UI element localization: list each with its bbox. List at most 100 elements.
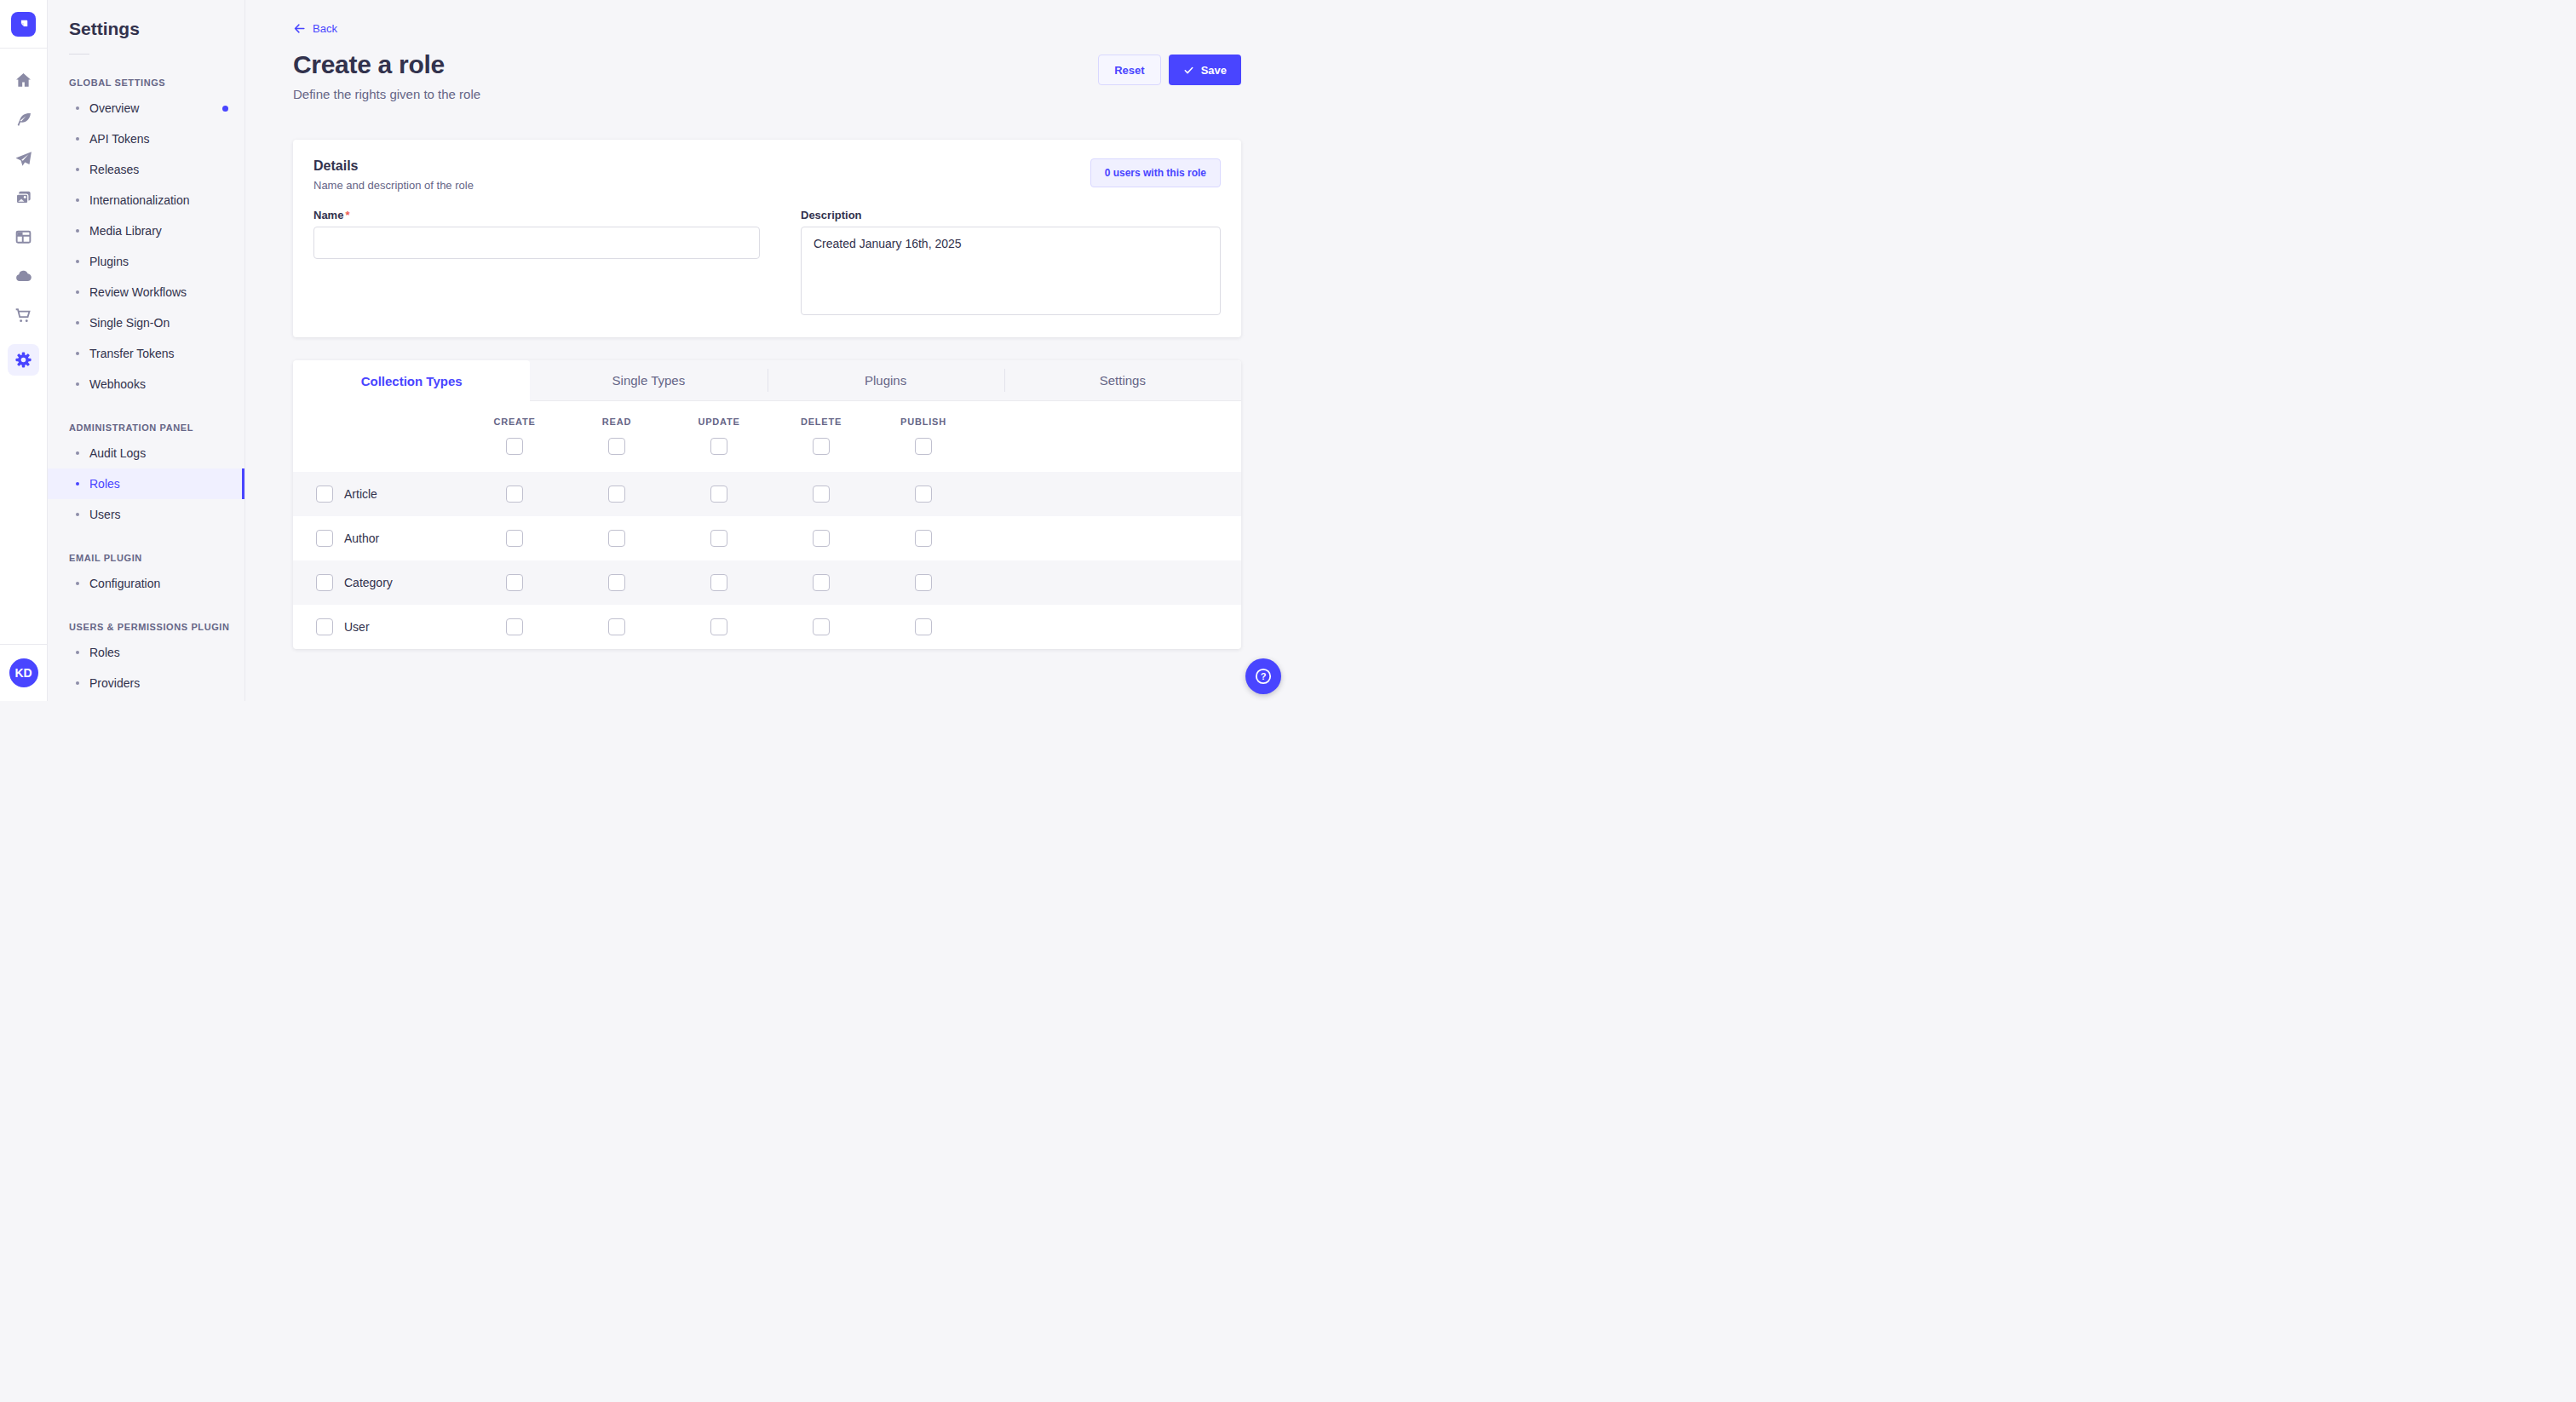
row-select-checkbox[interactable] bbox=[316, 618, 333, 635]
user-create-checkbox[interactable] bbox=[506, 618, 523, 635]
permissions-rows: Article Author Category bbox=[293, 472, 1241, 649]
column-delete: Delete bbox=[770, 417, 872, 427]
sidebar-item-configuration[interactable]: Configuration bbox=[48, 568, 244, 599]
row-select-checkbox[interactable] bbox=[316, 486, 333, 503]
description-label: Description bbox=[801, 209, 1221, 221]
article-update-checkbox[interactable] bbox=[710, 486, 727, 503]
sidebar-item-releases[interactable]: Releases bbox=[48, 154, 244, 185]
header-actions: Reset Save bbox=[1098, 55, 1241, 85]
category-read-checkbox[interactable] bbox=[608, 574, 625, 591]
bullet-icon bbox=[76, 482, 79, 486]
user-publish-checkbox[interactable] bbox=[915, 618, 932, 635]
sidebar-item-api-tokens[interactable]: API Tokens bbox=[48, 124, 244, 154]
row-label: Author bbox=[344, 531, 379, 545]
sidebar-item-overview[interactable]: Overview bbox=[48, 93, 244, 124]
user-update-checkbox[interactable] bbox=[710, 618, 727, 635]
category-publish-checkbox[interactable] bbox=[915, 574, 932, 591]
help-button[interactable]: ? bbox=[1245, 658, 1281, 694]
sidebar-item-audit-logs[interactable]: Audit Logs bbox=[48, 438, 244, 468]
row-label: Category bbox=[344, 576, 393, 589]
row-select-checkbox[interactable] bbox=[316, 574, 333, 591]
sidebar-item-label: Single Sign-On bbox=[89, 316, 170, 330]
article-read-checkbox[interactable] bbox=[608, 486, 625, 503]
select-all-delete-checkbox[interactable] bbox=[813, 438, 830, 455]
author-create-checkbox[interactable] bbox=[506, 530, 523, 547]
tab-collection-types[interactable]: Collection Types bbox=[293, 360, 530, 401]
user-read-checkbox[interactable] bbox=[608, 618, 625, 635]
media-library-icon[interactable] bbox=[13, 187, 34, 209]
tab-settings[interactable]: Settings bbox=[1004, 360, 1241, 400]
reset-button[interactable]: Reset bbox=[1098, 55, 1160, 85]
tab-single-types[interactable]: Single Types bbox=[530, 360, 767, 400]
sidebar-item-label: Media Library bbox=[89, 224, 162, 238]
home-icon[interactable] bbox=[13, 70, 34, 91]
column-read: Read bbox=[566, 417, 668, 427]
sidebar-item-label: Audit Logs bbox=[89, 446, 146, 460]
details-card-head: Details Name and description of the role… bbox=[313, 158, 1221, 192]
sidebar-item-label: Webhooks bbox=[89, 377, 146, 391]
category-create-checkbox[interactable] bbox=[506, 574, 523, 591]
author-delete-checkbox[interactable] bbox=[813, 530, 830, 547]
column-publish: Publish bbox=[872, 417, 975, 427]
bullet-icon bbox=[76, 681, 79, 685]
category-delete-checkbox[interactable] bbox=[813, 574, 830, 591]
column-update: Update bbox=[668, 417, 770, 427]
select-all-update-checkbox[interactable] bbox=[710, 438, 727, 455]
tab-plugins[interactable]: Plugins bbox=[768, 360, 1004, 400]
sidebar-item-internationalization[interactable]: Internationalization bbox=[48, 185, 244, 215]
section-global-settings: GLOBAL SETTINGS bbox=[48, 78, 244, 88]
sidebar-item-roles-up[interactable]: Roles bbox=[48, 637, 244, 668]
layout-icon[interactable] bbox=[13, 227, 34, 248]
sidebar-item-plugins[interactable]: Plugins bbox=[48, 246, 244, 277]
author-update-checkbox[interactable] bbox=[710, 530, 727, 547]
description-textarea[interactable]: Created January 16th, 2025 bbox=[801, 227, 1221, 315]
article-delete-checkbox[interactable] bbox=[813, 486, 830, 503]
article-publish-checkbox[interactable] bbox=[915, 486, 932, 503]
author-publish-checkbox[interactable] bbox=[915, 530, 932, 547]
sidebar-item-review-workflows[interactable]: Review Workflows bbox=[48, 277, 244, 307]
cart-icon[interactable] bbox=[13, 305, 34, 326]
author-read-checkbox[interactable] bbox=[608, 530, 625, 547]
sidebar-item-media-library[interactable]: Media Library bbox=[48, 215, 244, 246]
section-users-permissions-plugin: USERS & PERMISSIONS PLUGIN bbox=[48, 622, 244, 632]
bullet-icon bbox=[76, 198, 79, 202]
icon-rail: KD bbox=[0, 0, 48, 701]
strapi-logo[interactable] bbox=[0, 0, 48, 49]
check-icon bbox=[1183, 65, 1194, 76]
feather-icon[interactable] bbox=[13, 109, 34, 130]
select-all-publish-checkbox[interactable] bbox=[915, 438, 932, 455]
section-email-plugin: EMAIL PLUGIN bbox=[48, 553, 244, 563]
sidebar-item-label: Roles bbox=[89, 477, 120, 491]
save-label: Save bbox=[1201, 64, 1227, 77]
rail-bottom: KD bbox=[0, 644, 48, 701]
bullet-icon bbox=[76, 451, 79, 455]
name-input[interactable] bbox=[313, 227, 760, 259]
user-delete-checkbox[interactable] bbox=[813, 618, 830, 635]
bullet-icon bbox=[76, 260, 79, 263]
page-title: Create a role bbox=[293, 50, 480, 79]
select-all-create-checkbox[interactable] bbox=[506, 438, 523, 455]
row-select-checkbox[interactable] bbox=[316, 530, 333, 547]
permissions-header: Create Read Update Delete Publish bbox=[293, 401, 1241, 472]
sidebar-item-users[interactable]: Users bbox=[48, 499, 244, 530]
category-update-checkbox[interactable] bbox=[710, 574, 727, 591]
sidebar-item-label: Transfer Tokens bbox=[89, 347, 175, 360]
name-field-group: Name* bbox=[313, 209, 760, 319]
back-link[interactable]: Back bbox=[293, 22, 337, 35]
question-mark-icon: ? bbox=[1253, 666, 1274, 687]
sidebar-item-providers[interactable]: Providers bbox=[48, 668, 244, 698]
paper-plane-icon[interactable] bbox=[13, 148, 34, 170]
row-label: Article bbox=[344, 487, 377, 501]
gear-icon[interactable] bbox=[8, 344, 39, 376]
article-create-checkbox[interactable] bbox=[506, 486, 523, 503]
save-button[interactable]: Save bbox=[1169, 55, 1241, 85]
sidebar-item-single-sign-on[interactable]: Single Sign-On bbox=[48, 307, 244, 338]
select-all-read-checkbox[interactable] bbox=[608, 438, 625, 455]
cloud-icon[interactable] bbox=[13, 266, 34, 287]
sidebar-item-transfer-tokens[interactable]: Transfer Tokens bbox=[48, 338, 244, 369]
sidebar-item-roles-admin[interactable]: Roles bbox=[48, 468, 244, 499]
users-with-role-button[interactable]: 0 users with this role bbox=[1090, 158, 1221, 187]
strapi-logo-icon bbox=[16, 17, 31, 32]
avatar[interactable]: KD bbox=[9, 658, 38, 687]
sidebar-item-webhooks[interactable]: Webhooks bbox=[48, 369, 244, 399]
